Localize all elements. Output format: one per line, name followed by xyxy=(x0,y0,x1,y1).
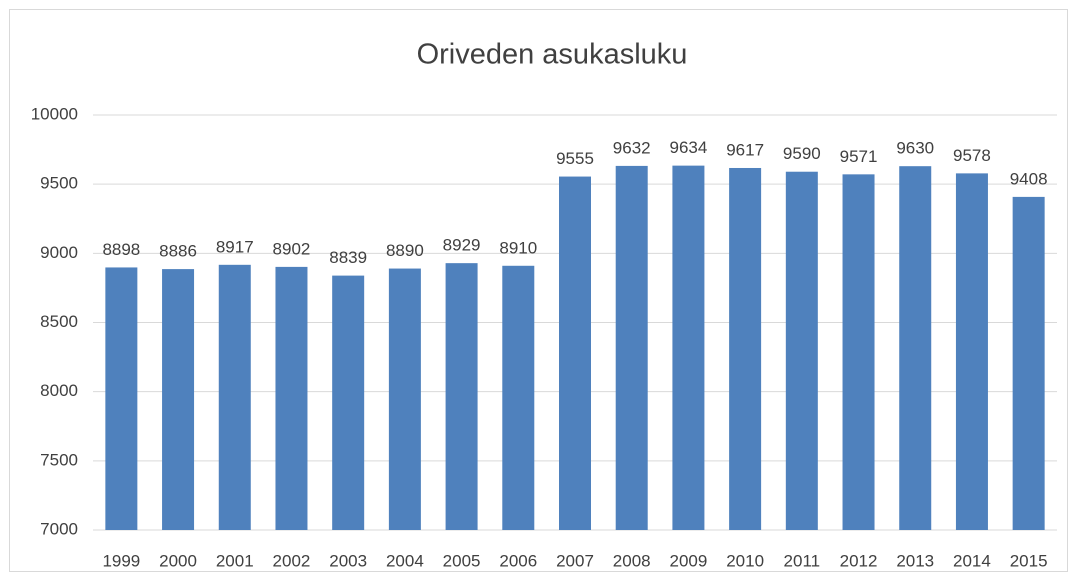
bar xyxy=(955,173,988,531)
bar xyxy=(388,268,421,530)
data-label: 9571 xyxy=(840,147,878,166)
bar xyxy=(162,269,195,530)
bar xyxy=(559,176,591,530)
bar xyxy=(842,174,875,530)
data-label: 9408 xyxy=(1010,169,1048,188)
data-label: 8902 xyxy=(273,239,311,258)
data-label: 8839 xyxy=(329,248,367,267)
x-tick-label: 2013 xyxy=(896,551,934,570)
data-label: 8886 xyxy=(159,242,197,261)
data-label: 9634 xyxy=(669,138,707,157)
data-label: 8929 xyxy=(443,236,481,255)
y-tick-label: 7500 xyxy=(40,450,78,469)
data-label: 8890 xyxy=(386,241,424,260)
x-tick-label: 2014 xyxy=(953,551,991,570)
data-label: 8910 xyxy=(499,238,537,257)
chart-title: Oriveden asukasluku xyxy=(417,39,688,71)
x-tick-label: 2010 xyxy=(726,551,764,570)
x-tick-label: 2003 xyxy=(329,551,367,570)
y-tick-label: 8500 xyxy=(40,312,78,331)
bar xyxy=(332,275,365,530)
y-tick-label: 9500 xyxy=(40,174,78,193)
y-tick-label: 9000 xyxy=(40,243,78,262)
data-label: 9590 xyxy=(783,144,821,163)
bar xyxy=(672,165,705,530)
bar xyxy=(105,267,138,530)
bar xyxy=(785,171,818,530)
bar xyxy=(445,263,478,530)
x-tick-label: 2005 xyxy=(443,551,481,570)
x-tick-label: 2007 xyxy=(556,551,594,570)
data-label: 8898 xyxy=(102,240,140,259)
x-tick-label: 2011 xyxy=(784,551,821,570)
data-label: 9578 xyxy=(953,146,991,165)
x-tick-label: 2015 xyxy=(1010,551,1048,570)
x-tick-label: 2000 xyxy=(159,551,197,570)
x-tick-label: 1999 xyxy=(102,551,140,570)
x-tick-label: 2009 xyxy=(669,551,707,570)
data-label: 9632 xyxy=(613,138,651,157)
x-tick-label: 2008 xyxy=(613,551,651,570)
x-tick-label: 2004 xyxy=(386,551,424,570)
y-tick-label: 10000 xyxy=(31,104,78,123)
x-tick-label: 2001 xyxy=(216,551,254,570)
y-tick-label: 7000 xyxy=(40,519,78,538)
x-tick-label: 2006 xyxy=(499,551,537,570)
bar xyxy=(899,166,932,530)
bar xyxy=(275,266,308,530)
data-label: 8917 xyxy=(216,237,254,256)
x-tick-label: 2012 xyxy=(840,551,878,570)
bar xyxy=(1012,196,1045,531)
bar xyxy=(218,264,251,530)
data-label: 9630 xyxy=(896,139,934,158)
bar xyxy=(502,265,535,530)
x-tick-label: 2002 xyxy=(273,551,311,570)
y-tick-label: 8000 xyxy=(40,381,78,400)
data-label: 9617 xyxy=(726,140,764,159)
bar xyxy=(615,165,648,530)
bar xyxy=(729,167,762,530)
data-label: 9555 xyxy=(556,149,594,168)
